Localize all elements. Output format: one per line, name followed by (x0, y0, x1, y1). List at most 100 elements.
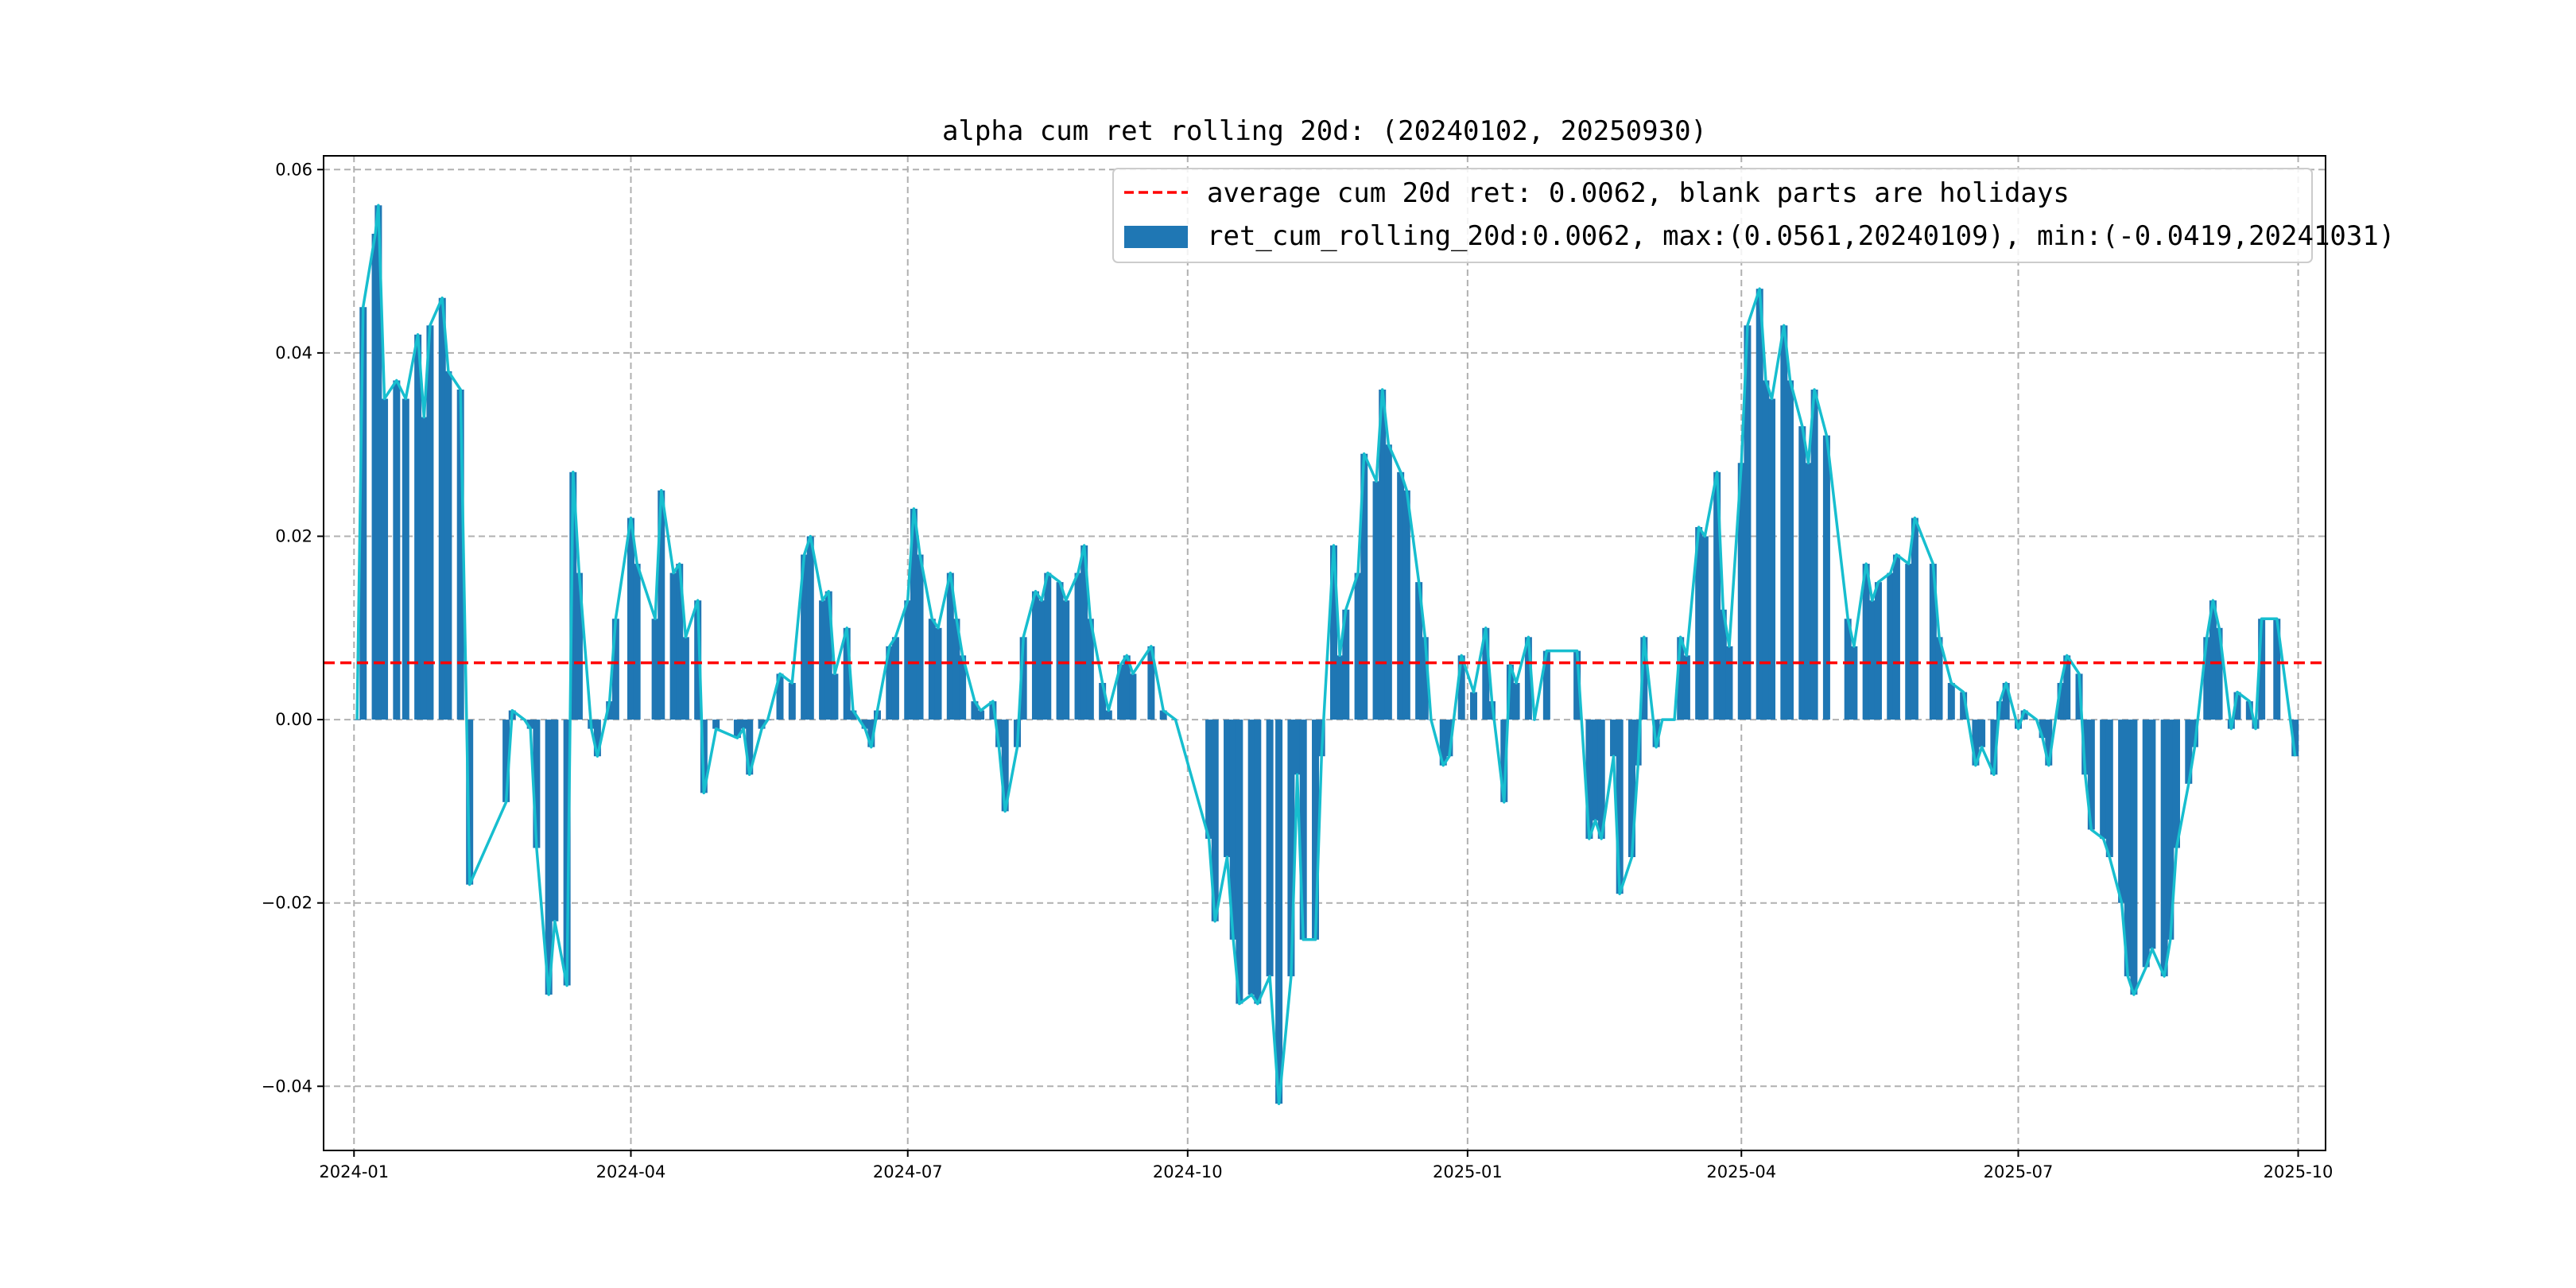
bar (2124, 720, 2132, 976)
bar (1336, 655, 1344, 720)
bar (456, 390, 464, 720)
bar (627, 518, 635, 720)
bar (1640, 637, 1648, 720)
bar (2172, 720, 2180, 848)
bar (1247, 720, 1255, 995)
y-tick-label: 0.02 (275, 526, 312, 545)
bar (1701, 536, 1709, 720)
bar (1719, 609, 1727, 720)
bar (1354, 572, 1362, 720)
bar (2039, 720, 2046, 739)
bar (1524, 637, 1532, 720)
bar (1470, 692, 1478, 720)
bar (977, 710, 985, 720)
bar (502, 720, 510, 802)
x-tick-label: 2025-01 (1433, 1162, 1503, 1181)
bar (2063, 655, 2071, 720)
bar (2203, 637, 2211, 720)
y-tick-label: 0.06 (275, 160, 312, 179)
bar (891, 637, 899, 720)
legend-box (1112, 168, 2313, 263)
x-tick-label: 2024-10 (1153, 1162, 1223, 1181)
bar (1868, 600, 1876, 720)
bar (426, 325, 434, 720)
bar (1960, 692, 1968, 720)
bar (593, 720, 601, 757)
bar (374, 205, 382, 720)
bar (1001, 720, 1009, 812)
bar (971, 701, 979, 720)
bar (1129, 673, 1137, 720)
bar (1254, 720, 1262, 1004)
bar (1892, 554, 1900, 720)
bar (934, 627, 942, 720)
x-tick-label: 2025-07 (1984, 1162, 2054, 1181)
axis-ticks: −0.04 −0.02 0.00 0.02 0.04 0.06 2024-01 2024-04… (262, 160, 2334, 1181)
bar (1780, 325, 1788, 720)
bar (1628, 720, 1636, 858)
bar (1677, 637, 1685, 720)
bar (658, 490, 665, 720)
bar (1275, 720, 1283, 1104)
bar (1978, 720, 1986, 747)
bar (676, 564, 684, 720)
bar (2002, 682, 2010, 720)
bar (746, 720, 754, 775)
bar (1597, 720, 1605, 839)
bar (1911, 518, 1918, 720)
bar (1224, 720, 1232, 858)
chart-title: alpha cum ret rolling 20d: (20240102, 20… (942, 115, 1707, 147)
bar (995, 720, 1003, 747)
bar (959, 655, 967, 720)
bar (1947, 682, 1955, 720)
bar (1019, 637, 1027, 720)
bar (1457, 655, 1465, 720)
bar (1266, 720, 1274, 976)
bar (2130, 720, 2138, 995)
bar (1585, 720, 1593, 839)
bar (444, 370, 452, 720)
bar (2057, 682, 2065, 720)
bar (1695, 526, 1703, 720)
bar (2087, 720, 2095, 830)
bar (694, 600, 702, 720)
bar (438, 297, 446, 720)
bar (1810, 390, 1818, 720)
bar (1329, 545, 1337, 720)
bar (952, 619, 960, 720)
bar (1159, 710, 1167, 720)
bar (2190, 720, 2198, 747)
bar (801, 554, 809, 720)
line-series (355, 204, 2297, 1105)
y-tick-label: 0.04 (275, 343, 312, 363)
bar (1713, 471, 1721, 720)
plot-frame (323, 155, 2326, 1151)
bar (611, 619, 619, 720)
x-tick-label: 2024-07 (873, 1162, 943, 1181)
bar (788, 682, 796, 720)
bar (2245, 701, 2253, 720)
bar (606, 701, 614, 720)
bar (1397, 471, 1405, 720)
bar (1610, 720, 1618, 757)
x-tick-label: 2025-04 (1706, 1162, 1776, 1181)
bar (849, 710, 857, 720)
bar (1737, 463, 1745, 720)
x-tick-label: 2024-04 (596, 1162, 666, 1181)
bar (1798, 426, 1806, 720)
bar (1086, 619, 1094, 720)
bar (1804, 463, 1812, 720)
legend: average cum 20d ret: 0.0062, blank parts… (1112, 168, 2395, 263)
bar (1822, 435, 1830, 720)
bar (1744, 325, 1752, 720)
bar (1123, 655, 1131, 720)
bar (1592, 720, 1600, 821)
bar (2105, 720, 2113, 858)
bar (1117, 664, 1125, 720)
bar (819, 600, 827, 720)
bar (1887, 572, 1895, 720)
bar (2258, 619, 2266, 720)
y-tick-label: −0.04 (262, 1077, 312, 1096)
bar (1038, 600, 1046, 720)
bar-series (353, 205, 2299, 1104)
